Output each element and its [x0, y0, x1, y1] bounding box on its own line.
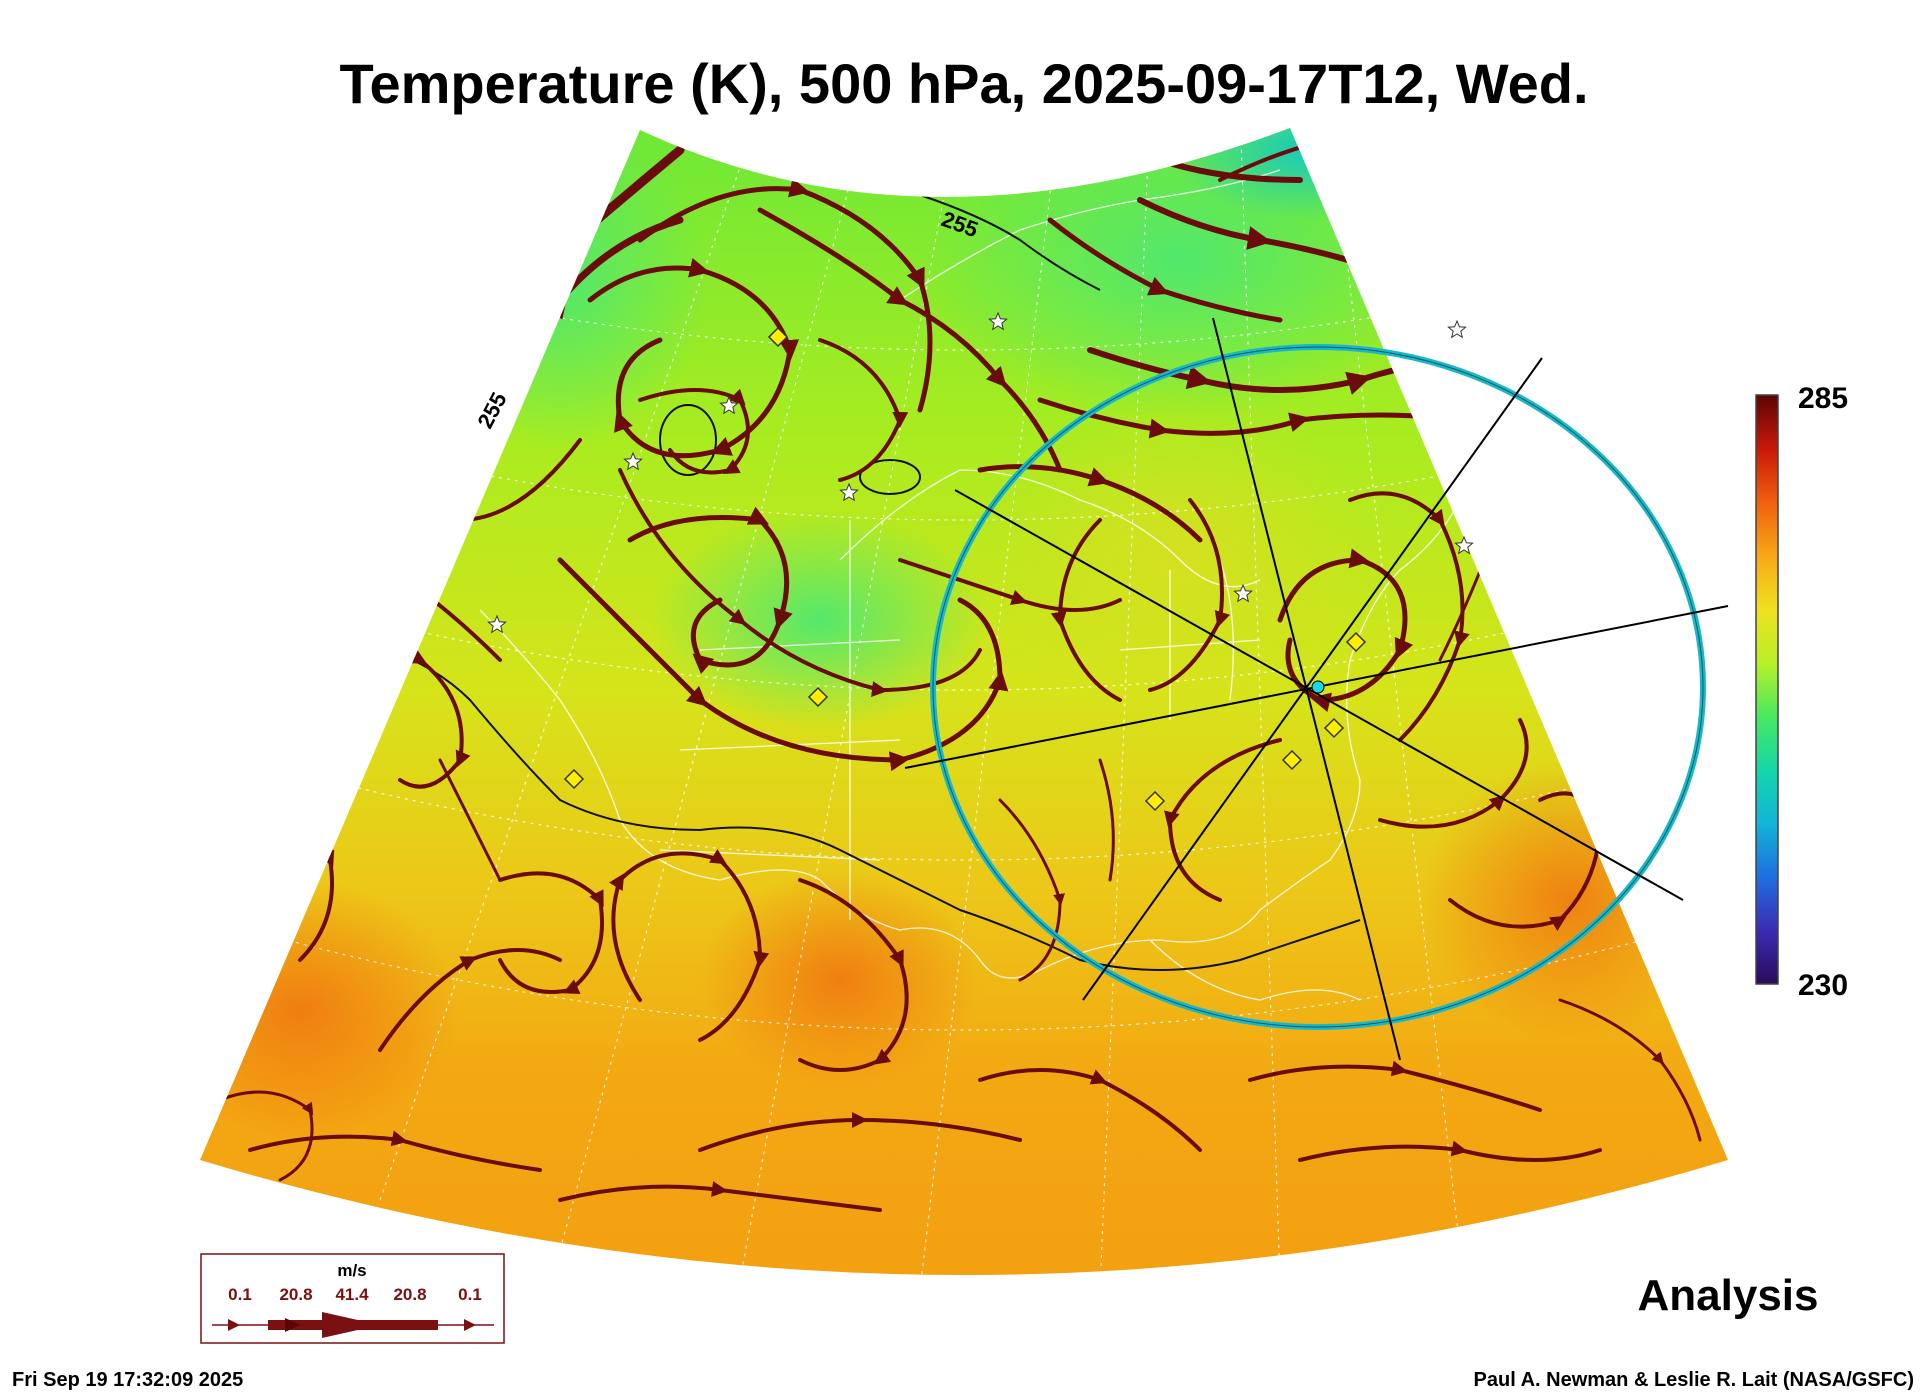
colorbar-max-label: 285 — [1798, 382, 1848, 415]
streamline — [1098, 758, 1115, 882]
cross-line-nw-se — [954, 489, 1684, 901]
streamline — [1148, 498, 1231, 692]
star-marker — [623, 451, 643, 471]
wind-legend-value-1: 0.1 — [228, 1285, 252, 1304]
streamline — [608, 848, 770, 1042]
wind-legend-unit: m/s — [337, 1261, 366, 1280]
diamond-marker — [1323, 717, 1345, 739]
wind-legend-value-4: 20.8 — [393, 1285, 426, 1304]
map-title: Temperature (K), 500 hPa, 2025-09-17T12,… — [339, 52, 1588, 115]
diamond-marker — [767, 326, 789, 348]
diamond-marker — [1281, 749, 1303, 771]
streamline — [638, 388, 750, 475]
streamline — [228, 611, 382, 642]
diamond-marker — [563, 768, 585, 790]
diamond-marker — [1144, 790, 1166, 812]
streamline — [998, 798, 1065, 982]
streamline — [1558, 998, 1702, 1142]
streamline — [498, 871, 604, 995]
streamline — [1050, 518, 1122, 702]
footer-timestamp: Fri Sep 19 17:32:09 2025 — [12, 1369, 243, 1391]
wind-legend: m/s 0.1 20.8 41.4 20.8 0.1 — [200, 1253, 505, 1344]
center-point — [1311, 680, 1325, 694]
cross-line-ne-sw — [1082, 357, 1543, 1001]
streamline — [1248, 1060, 1542, 1112]
station-markers — [487, 311, 1474, 812]
wind-legend-value-5: 0.1 — [458, 1285, 482, 1304]
star-marker — [719, 395, 739, 415]
streamline — [818, 338, 909, 482]
star-marker — [1447, 319, 1467, 339]
streamline — [438, 758, 502, 882]
streamline — [1348, 491, 1470, 742]
star-marker — [1454, 535, 1474, 555]
streamline — [798, 878, 909, 1072]
streamline — [1378, 718, 1529, 829]
analysis-overlay — [904, 317, 1729, 1061]
streamline — [1298, 1140, 1602, 1162]
streamline — [248, 1130, 542, 1172]
diamond-marker — [1345, 631, 1367, 653]
streamline — [587, 258, 800, 459]
streamline — [698, 1112, 1022, 1152]
star-marker — [839, 482, 859, 502]
wind-legend-value-2: 20.8 — [279, 1285, 312, 1304]
wind-legend-value-3: 41.4 — [335, 1285, 369, 1304]
colorbar-scale — [1755, 394, 1779, 985]
streamline — [557, 557, 1009, 772]
streamline — [978, 1068, 1202, 1152]
streamline — [1137, 197, 1383, 273]
streamline — [1047, 217, 1283, 323]
contour-label-255-west: 255 — [472, 388, 511, 432]
streamline — [218, 1090, 314, 1182]
star-marker — [1233, 583, 1253, 603]
streamline — [977, 464, 1203, 543]
streamline — [558, 1181, 882, 1212]
star-marker — [988, 311, 1008, 331]
diamond-marker — [807, 686, 829, 708]
streamline — [1164, 738, 1282, 902]
footer-credit: Paul A. Newman & Leslie R. Lait (NASA/GS… — [1474, 1369, 1914, 1391]
star-marker — [487, 614, 507, 634]
streamline — [898, 558, 1122, 612]
streamline — [378, 948, 562, 1052]
colorbar: 285 230 — [1755, 382, 1848, 1002]
analysis-label: Analysis — [1638, 1271, 1819, 1320]
colorbar-min-label: 230 — [1798, 969, 1848, 1002]
streamline — [757, 207, 1063, 473]
